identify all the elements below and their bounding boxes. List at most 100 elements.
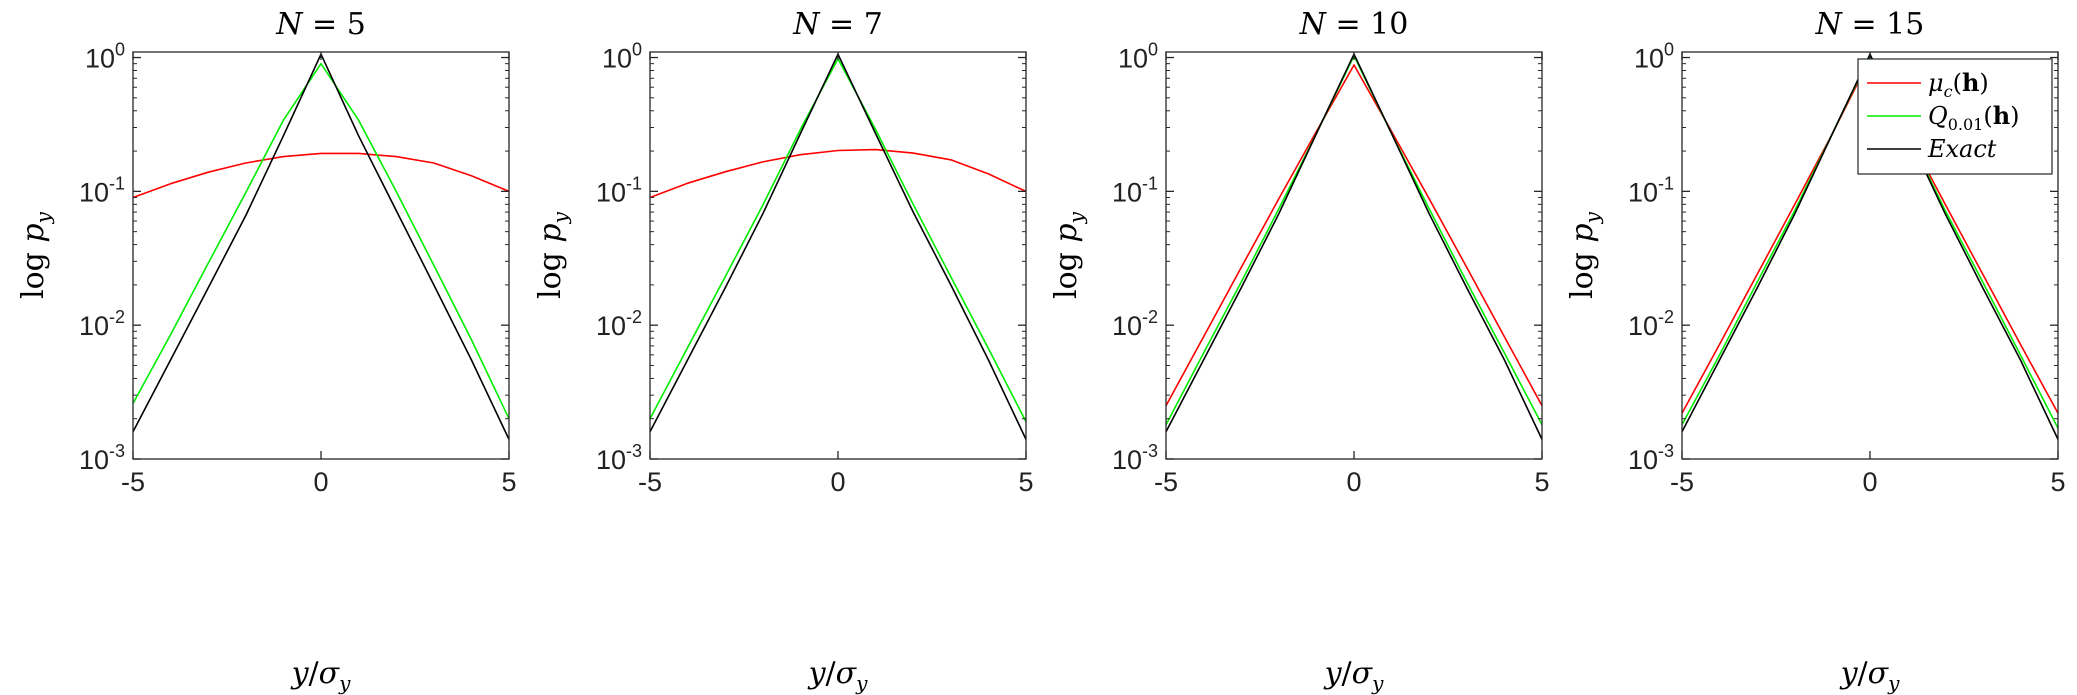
y-tick-label: 10-1 — [79, 173, 125, 207]
series-line-0 — [649, 148, 1027, 199]
y-tick-base: 10 — [1118, 44, 1148, 74]
x-tick-label: -5 — [1670, 467, 1694, 497]
ylabel-variable: p — [16, 223, 51, 242]
y-tick-base: 10 — [602, 44, 632, 74]
axes-box — [649, 51, 1027, 460]
y-tick-base: 10 — [1628, 177, 1658, 207]
series-line-2 — [132, 53, 510, 440]
legend-entry-part: ) — [1979, 69, 1988, 97]
y-tick-exponent: -2 — [1142, 307, 1158, 327]
ylabel-subscript: y — [1580, 211, 1604, 224]
legend-entry-part: μ — [1928, 69, 1944, 97]
xlabel-denominator: σ — [1868, 656, 1890, 691]
xlabel-subscript: y — [338, 671, 351, 695]
y-axis-label: log py — [1565, 211, 1604, 299]
y-tick-label: 10-2 — [79, 307, 125, 341]
title-relation: = — [819, 7, 863, 42]
x-tick-label: -5 — [1154, 467, 1178, 497]
y-tick-label: 10-3 — [596, 441, 642, 475]
series-line-2 — [649, 53, 1027, 440]
series-line-0 — [1165, 64, 1543, 407]
chart-title: N = 7 — [792, 7, 883, 42]
y-tick-exponent: -1 — [109, 173, 125, 193]
xlabel-subscript: y — [1371, 671, 1384, 695]
title-relation: = — [1326, 7, 1370, 42]
y-tick-label: 100 — [1634, 40, 1674, 74]
x-tick-label: -5 — [121, 467, 145, 497]
y-tick-base: 10 — [79, 311, 109, 341]
x-axis-label: y/σy — [1323, 656, 1385, 695]
ylabel-variable: p — [1565, 223, 1600, 242]
title-value: 15 — [1886, 7, 1924, 42]
y-tick-exponent: 0 — [115, 40, 125, 60]
title-value: 7 — [864, 7, 883, 42]
x-tick-label: 0 — [1346, 467, 1361, 497]
y-tick-label: 10-1 — [596, 173, 642, 207]
y-tick-exponent: 0 — [1664, 40, 1674, 60]
legend-entry-1: Q0.01(h) — [1928, 101, 2020, 134]
ylabel-subscript: y — [31, 211, 55, 224]
y-tick-base: 10 — [79, 445, 109, 475]
y-tick-exponent: 0 — [1148, 40, 1158, 60]
y-tick-label: 10-1 — [1628, 173, 1674, 207]
y-tick-exponent: -1 — [1658, 173, 1674, 193]
legend-entry-part: Q — [1928, 102, 1948, 130]
y-tick-base: 10 — [85, 44, 115, 74]
xlabel-slash: / — [309, 656, 320, 691]
legend-entry-part: h — [1993, 101, 2010, 130]
series-line-1 — [132, 62, 510, 420]
y-tick-label: 100 — [1118, 40, 1158, 74]
series-line-0 — [132, 152, 510, 199]
y-tick-label: 10-3 — [1112, 441, 1158, 475]
legend-entry-part: h — [1962, 68, 1979, 97]
xlabel-denominator: σ — [1352, 656, 1374, 691]
y-tick-exponent: -1 — [626, 173, 642, 193]
title-variable: N — [275, 7, 304, 42]
x-axis-label: y/σy — [290, 656, 352, 695]
xlabel-numerator: y — [290, 656, 310, 691]
title-variable: N — [1815, 7, 1844, 42]
legend-entry-0: μc(h) — [1928, 68, 1989, 101]
ylabel-variable: p — [533, 223, 568, 242]
x-tick-label: 0 — [830, 467, 845, 497]
y-tick-base: 10 — [1628, 445, 1658, 475]
y-tick-base: 10 — [1634, 44, 1664, 74]
legend-entry-part: ( — [1953, 69, 1962, 97]
axes-box — [1165, 51, 1543, 460]
legend-entry-part: c — [1944, 82, 1953, 101]
x-tick-label: 0 — [1862, 467, 1877, 497]
chart-title: N = 15 — [1815, 7, 1925, 42]
legend-entry-part: Exact — [1927, 135, 1997, 163]
ylabel-function: log — [533, 243, 568, 299]
y-tick-exponent: -3 — [1658, 441, 1674, 461]
chart-title: N = 10 — [1299, 7, 1409, 42]
chart-title: N = 5 — [275, 7, 366, 42]
xlabel-denominator: σ — [836, 656, 858, 691]
y-tick-base: 10 — [596, 177, 626, 207]
y-tick-label: 10-3 — [1628, 441, 1674, 475]
title-relation: = — [1842, 7, 1886, 42]
y-tick-base: 10 — [1112, 445, 1142, 475]
legend-entry-part: 0.01 — [1948, 115, 1984, 134]
series-line-2 — [1165, 53, 1543, 440]
y-tick-base: 10 — [596, 311, 626, 341]
x-axis-label: y/σy — [1839, 656, 1901, 695]
xlabel-numerator: y — [1839, 656, 1859, 691]
y-tick-label: 10-3 — [79, 441, 125, 475]
xlabel-numerator: y — [807, 656, 827, 691]
ylabel-subscript: y — [548, 211, 572, 224]
y-tick-label: 100 — [602, 40, 642, 74]
legend-entry-2: Exact — [1927, 135, 1997, 163]
y-tick-label: 10-2 — [1628, 307, 1674, 341]
x-tick-label: 5 — [2050, 467, 2065, 497]
xlabel-slash: / — [826, 656, 837, 691]
series-line-1 — [649, 57, 1027, 423]
y-tick-exponent: -3 — [626, 441, 642, 461]
xlabel-slash: / — [1858, 656, 1869, 691]
y-tick-exponent: -1 — [1142, 173, 1158, 193]
y-tick-exponent: -2 — [109, 307, 125, 327]
axes-box — [132, 51, 510, 460]
